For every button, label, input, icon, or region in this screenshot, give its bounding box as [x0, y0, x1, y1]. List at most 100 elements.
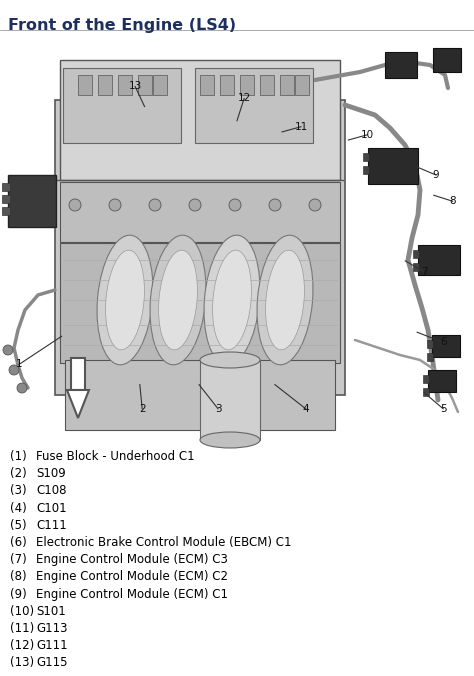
Bar: [195, 68, 313, 143]
Bar: [2, 183, 10, 191]
Bar: [200, 360, 260, 440]
Text: (8): (8): [10, 571, 27, 583]
Bar: [363, 166, 369, 174]
Bar: [428, 370, 456, 392]
Text: (1): (1): [10, 450, 27, 463]
Text: 11: 11: [294, 122, 308, 132]
Text: G115: G115: [36, 656, 67, 669]
Bar: [385, 52, 417, 78]
Bar: [200, 75, 214, 95]
Bar: [368, 148, 418, 184]
Text: S101: S101: [36, 605, 66, 618]
Bar: [2, 207, 10, 215]
Text: C108: C108: [36, 485, 66, 498]
Bar: [153, 75, 167, 95]
Text: (11): (11): [10, 622, 34, 635]
Circle shape: [149, 199, 161, 211]
Text: (6): (6): [10, 536, 27, 549]
Bar: [8, 175, 56, 227]
Text: 3: 3: [215, 404, 221, 414]
Text: Fuse Block - Underhood C1: Fuse Block - Underhood C1: [36, 450, 195, 463]
Bar: [118, 75, 132, 95]
Bar: [63, 68, 181, 143]
Bar: [240, 75, 254, 95]
Bar: [433, 48, 461, 72]
Text: (13): (13): [10, 656, 34, 669]
Bar: [280, 75, 294, 95]
Text: Electronic Brake Control Module (EBCM) C1: Electronic Brake Control Module (EBCM) C…: [36, 536, 292, 549]
Text: 2: 2: [139, 404, 146, 414]
Bar: [423, 375, 429, 383]
Circle shape: [17, 383, 27, 393]
Bar: [413, 263, 419, 271]
Text: 9: 9: [433, 170, 439, 180]
Bar: [427, 353, 433, 361]
Bar: [427, 340, 433, 348]
Bar: [2, 195, 10, 203]
Text: (2): (2): [10, 467, 27, 480]
Bar: [98, 75, 112, 95]
Text: (5): (5): [10, 518, 27, 532]
Text: 12: 12: [237, 93, 251, 103]
Text: Front of the Engine (LS4): Front of the Engine (LS4): [8, 18, 236, 33]
Bar: [418, 245, 460, 275]
Text: G111: G111: [36, 639, 68, 652]
Text: 5: 5: [440, 404, 447, 414]
Bar: [60, 243, 340, 363]
Ellipse shape: [257, 235, 313, 365]
Circle shape: [3, 345, 13, 355]
Bar: [60, 60, 340, 180]
Ellipse shape: [204, 235, 260, 365]
Text: G113: G113: [36, 622, 67, 635]
Text: (4): (4): [10, 502, 27, 514]
Text: Engine Control Module (ECM) C2: Engine Control Module (ECM) C2: [36, 571, 228, 583]
Polygon shape: [67, 390, 89, 418]
Text: Engine Control Module (ECM) C3: Engine Control Module (ECM) C3: [36, 553, 228, 566]
Text: 1: 1: [16, 360, 22, 370]
Text: 6: 6: [440, 337, 447, 347]
Circle shape: [269, 199, 281, 211]
Bar: [363, 153, 369, 161]
Text: (12): (12): [10, 639, 34, 652]
Text: S109: S109: [36, 467, 66, 480]
Text: 4: 4: [302, 404, 309, 414]
Ellipse shape: [212, 250, 251, 350]
Bar: [432, 335, 460, 357]
Text: 13: 13: [128, 81, 142, 91]
Bar: [55, 100, 345, 395]
Ellipse shape: [265, 250, 304, 350]
Text: 7: 7: [421, 267, 428, 276]
Circle shape: [69, 199, 81, 211]
Bar: [260, 75, 274, 95]
Ellipse shape: [97, 235, 153, 365]
Ellipse shape: [200, 352, 260, 368]
Text: C101: C101: [36, 502, 67, 514]
Text: 10: 10: [361, 130, 374, 140]
Text: (7): (7): [10, 553, 27, 566]
Text: (10): (10): [10, 605, 34, 618]
Bar: [423, 388, 429, 396]
Bar: [138, 75, 152, 95]
Bar: [65, 360, 335, 430]
Bar: [78, 75, 92, 95]
Ellipse shape: [150, 235, 206, 365]
Circle shape: [189, 199, 201, 211]
Bar: [5, 32, 469, 435]
Bar: [220, 75, 234, 95]
Bar: [71, 358, 85, 390]
Circle shape: [109, 199, 121, 211]
Bar: [295, 75, 309, 95]
Circle shape: [309, 199, 321, 211]
Text: C111: C111: [36, 518, 67, 532]
Circle shape: [229, 199, 241, 211]
Circle shape: [9, 365, 19, 375]
Text: (3): (3): [10, 485, 27, 498]
Text: (9): (9): [10, 587, 27, 600]
Bar: [60, 182, 340, 242]
Text: 8: 8: [449, 196, 456, 206]
Bar: [413, 250, 419, 258]
Text: Engine Control Module (ECM) C1: Engine Control Module (ECM) C1: [36, 587, 228, 600]
Ellipse shape: [200, 432, 260, 448]
Ellipse shape: [159, 250, 198, 350]
Ellipse shape: [106, 250, 145, 350]
